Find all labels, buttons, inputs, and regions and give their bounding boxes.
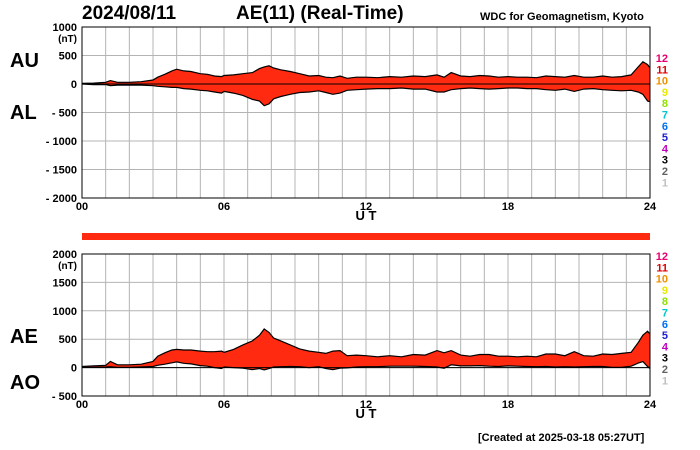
ae-side-label: AE xyxy=(10,326,38,348)
y-tick-label: - 500 xyxy=(52,391,77,403)
y-unit-label: (nT) xyxy=(58,34,77,45)
ao-side-label: AO xyxy=(10,372,40,394)
chart-title: AE(11) (Real-Time) xyxy=(236,3,404,24)
y-tick-label: - 1500 xyxy=(46,165,77,177)
al-side-label: AL xyxy=(10,102,37,124)
y-tick-label: - 500 xyxy=(52,108,77,120)
y-tick-label: 1500 xyxy=(53,277,77,289)
source-label: WDC for Geomagnetism, Kyoto xyxy=(480,11,644,23)
x-tick-label: 24 xyxy=(644,201,657,213)
y-tick-label: 500 xyxy=(59,334,77,346)
month-legend-4: 4 xyxy=(662,341,669,353)
x-axis-label: U T xyxy=(356,208,377,223)
x-tick-label: 18 xyxy=(502,399,514,411)
panel-bottom xyxy=(81,253,651,397)
month-legend-2: 2 xyxy=(662,364,668,376)
series-line-al xyxy=(81,83,651,107)
y-tick-label: - 2000 xyxy=(46,193,77,205)
series-line-ae xyxy=(81,328,651,368)
month-legend-1: 1 xyxy=(662,375,668,387)
au-side-label: AU xyxy=(10,50,39,72)
band-fill xyxy=(82,329,650,370)
month-legend-9: 9 xyxy=(662,87,668,99)
x-tick-label: 00 xyxy=(76,201,88,213)
month-legend-11: 11 xyxy=(656,64,668,76)
month-legend-2: 2 xyxy=(662,166,668,178)
month-legend-4: 4 xyxy=(662,143,669,155)
plot-frame xyxy=(81,26,651,199)
x-tick-label: 24 xyxy=(644,399,657,411)
month-legend-11: 11 xyxy=(656,262,668,274)
month-legend-5: 5 xyxy=(662,330,668,342)
y-tick-label: 1000 xyxy=(53,22,77,34)
x-tick-label: 00 xyxy=(76,399,88,411)
y-tick-label: 1000 xyxy=(53,306,77,318)
month-legend-8: 8 xyxy=(662,98,668,110)
month-legend-5: 5 xyxy=(662,132,668,144)
month-legend-8: 8 xyxy=(662,296,668,308)
y-tick-label: 0 xyxy=(71,79,77,91)
x-tick-label: 06 xyxy=(218,201,230,213)
month-legend-9: 9 xyxy=(662,285,668,297)
y-unit-label: (nT) xyxy=(58,261,77,272)
created-timestamp: [Created at 2025-03-18 05:27UT] xyxy=(478,432,645,444)
date-label: 2024/08/11 xyxy=(82,3,177,24)
month-legend-12: 12 xyxy=(656,251,668,263)
plot-frame xyxy=(81,253,651,397)
x-tick-label: 06 xyxy=(218,399,230,411)
month-legend-7: 7 xyxy=(662,308,668,320)
series-line-au xyxy=(81,61,651,84)
month-legend-10: 10 xyxy=(656,76,668,88)
month-legend-3: 3 xyxy=(662,353,668,365)
y-tick-label: 0 xyxy=(71,363,77,375)
panel-top xyxy=(81,26,651,199)
y-tick-label: 2000 xyxy=(53,249,77,261)
month-legend-3: 3 xyxy=(662,155,668,167)
month-legend-10: 10 xyxy=(656,274,668,286)
x-tick-label: 12 xyxy=(360,201,372,213)
month-legend-6: 6 xyxy=(662,319,668,331)
month-legend-7: 7 xyxy=(662,110,668,122)
month-legend-6: 6 xyxy=(662,121,668,133)
y-tick-label: 500 xyxy=(59,51,77,63)
y-tick-label: - 1000 xyxy=(46,136,77,148)
month-legend-12: 12 xyxy=(656,53,668,65)
x-tick-label: 12 xyxy=(360,399,372,411)
separator-bar xyxy=(82,233,650,240)
month-legend-1: 1 xyxy=(662,177,668,189)
x-tick-label: 18 xyxy=(502,201,514,213)
x-axis-label: U T xyxy=(356,406,377,421)
